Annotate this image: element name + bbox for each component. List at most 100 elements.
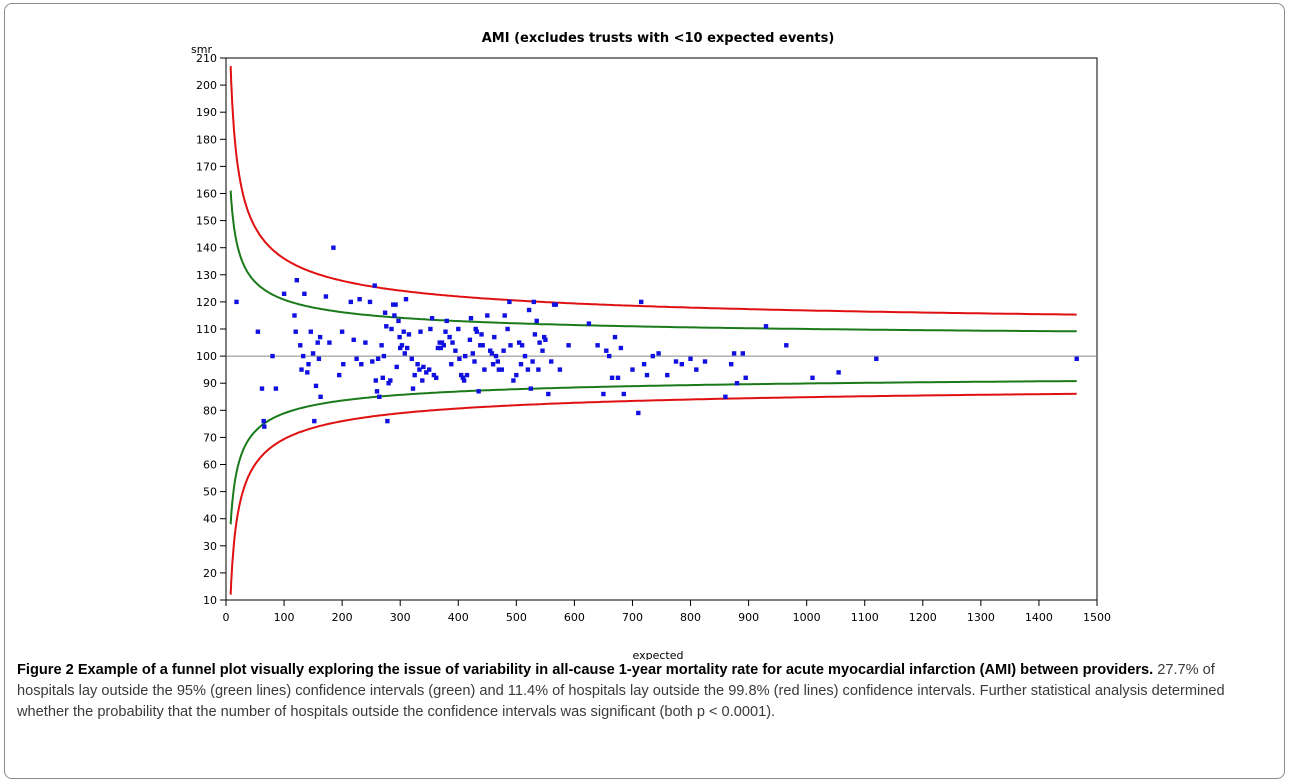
data-point bbox=[650, 353, 655, 359]
data-point bbox=[450, 340, 455, 345]
data-point bbox=[537, 340, 542, 345]
data-point bbox=[351, 337, 356, 342]
data-point bbox=[531, 299, 536, 305]
data-point bbox=[731, 351, 737, 356]
x-tick-label: 1400 bbox=[1025, 611, 1053, 624]
data-point bbox=[534, 318, 539, 324]
data-point bbox=[381, 353, 387, 359]
y-tick-label: 210 bbox=[196, 52, 217, 65]
data-point bbox=[386, 381, 391, 386]
x-axis-label: expected bbox=[633, 649, 684, 660]
y-tick-label: 40 bbox=[203, 513, 217, 526]
data-point bbox=[566, 343, 571, 348]
data-point bbox=[420, 378, 425, 383]
data-point bbox=[357, 297, 362, 302]
data-point bbox=[434, 375, 439, 380]
data-point bbox=[374, 389, 380, 394]
data-point bbox=[479, 332, 484, 337]
data-point bbox=[665, 372, 670, 378]
y-tick-label: 80 bbox=[203, 404, 217, 417]
data-point bbox=[1074, 356, 1079, 361]
data-point bbox=[639, 299, 644, 305]
data-point bbox=[363, 340, 368, 345]
data-point bbox=[384, 324, 389, 329]
lower-95-limit bbox=[229, 380, 1077, 525]
data-point bbox=[492, 334, 497, 340]
data-point bbox=[444, 318, 449, 324]
data-point bbox=[401, 329, 406, 334]
data-point bbox=[403, 297, 409, 302]
data-point bbox=[468, 316, 474, 321]
data-point bbox=[656, 351, 661, 356]
data-point bbox=[367, 299, 373, 305]
data-point bbox=[443, 329, 448, 334]
x-tick-label: 1200 bbox=[909, 611, 937, 624]
data-point bbox=[784, 343, 789, 348]
data-point bbox=[389, 326, 394, 332]
data-point bbox=[502, 313, 507, 318]
upper-95-limit bbox=[229, 190, 1077, 333]
data-point bbox=[299, 367, 304, 372]
data-point bbox=[508, 343, 513, 348]
data-point bbox=[399, 343, 405, 348]
data-point bbox=[394, 364, 399, 370]
y-tick-label: 10 bbox=[203, 594, 217, 607]
data-point bbox=[402, 351, 407, 356]
data-point bbox=[302, 291, 307, 296]
y-tick-label: 90 bbox=[203, 377, 217, 390]
data-point bbox=[495, 359, 500, 364]
data-point bbox=[723, 394, 728, 399]
data-point bbox=[421, 364, 426, 370]
x-tick-label: 700 bbox=[622, 611, 643, 624]
data-point bbox=[461, 378, 467, 383]
data-point bbox=[370, 359, 375, 364]
data-point bbox=[306, 362, 311, 367]
data-point bbox=[511, 378, 516, 383]
y-tick-label: 200 bbox=[196, 79, 217, 92]
caption-heading: Figure 2 Example of a funnel plot visual… bbox=[17, 662, 1154, 678]
data-point bbox=[522, 353, 528, 359]
figure-frame bbox=[4, 3, 1285, 779]
data-point bbox=[474, 329, 479, 334]
data-point bbox=[308, 329, 313, 334]
data-point bbox=[679, 362, 684, 367]
data-point bbox=[392, 313, 397, 318]
data-point bbox=[292, 313, 297, 318]
data-point bbox=[457, 356, 462, 361]
data-point bbox=[763, 324, 769, 329]
data-point bbox=[315, 340, 320, 345]
data-point bbox=[464, 372, 470, 378]
x-tick-label: 1100 bbox=[851, 611, 879, 624]
data-point bbox=[836, 370, 841, 375]
data-point bbox=[630, 367, 635, 372]
data-point bbox=[281, 291, 287, 296]
data-point bbox=[546, 391, 551, 397]
data-point bbox=[478, 343, 483, 348]
data-point bbox=[438, 345, 443, 351]
data-point bbox=[439, 340, 445, 345]
data-point bbox=[519, 343, 525, 348]
data-point bbox=[740, 351, 745, 356]
y-tick-label: 170 bbox=[196, 160, 217, 173]
data-point bbox=[261, 418, 266, 424]
data-point bbox=[482, 367, 487, 372]
data-point bbox=[397, 334, 402, 340]
data-point bbox=[301, 353, 306, 359]
data-point bbox=[375, 356, 381, 361]
data-point bbox=[526, 307, 532, 313]
data-point bbox=[743, 375, 748, 380]
y-tick-label: 70 bbox=[203, 431, 217, 444]
data-point bbox=[380, 375, 385, 380]
data-point bbox=[528, 386, 533, 391]
y-tick-label: 20 bbox=[203, 567, 217, 580]
x-tick-label: 400 bbox=[448, 611, 469, 624]
y-tick-label: 100 bbox=[196, 350, 217, 363]
data-point bbox=[410, 386, 416, 391]
data-point bbox=[372, 283, 377, 288]
x-tick-label: 800 bbox=[680, 611, 701, 624]
data-point bbox=[427, 367, 432, 372]
data-point bbox=[460, 375, 466, 380]
x-tick-label: 300 bbox=[390, 611, 411, 624]
data-point bbox=[435, 345, 441, 351]
data-point bbox=[316, 356, 322, 361]
